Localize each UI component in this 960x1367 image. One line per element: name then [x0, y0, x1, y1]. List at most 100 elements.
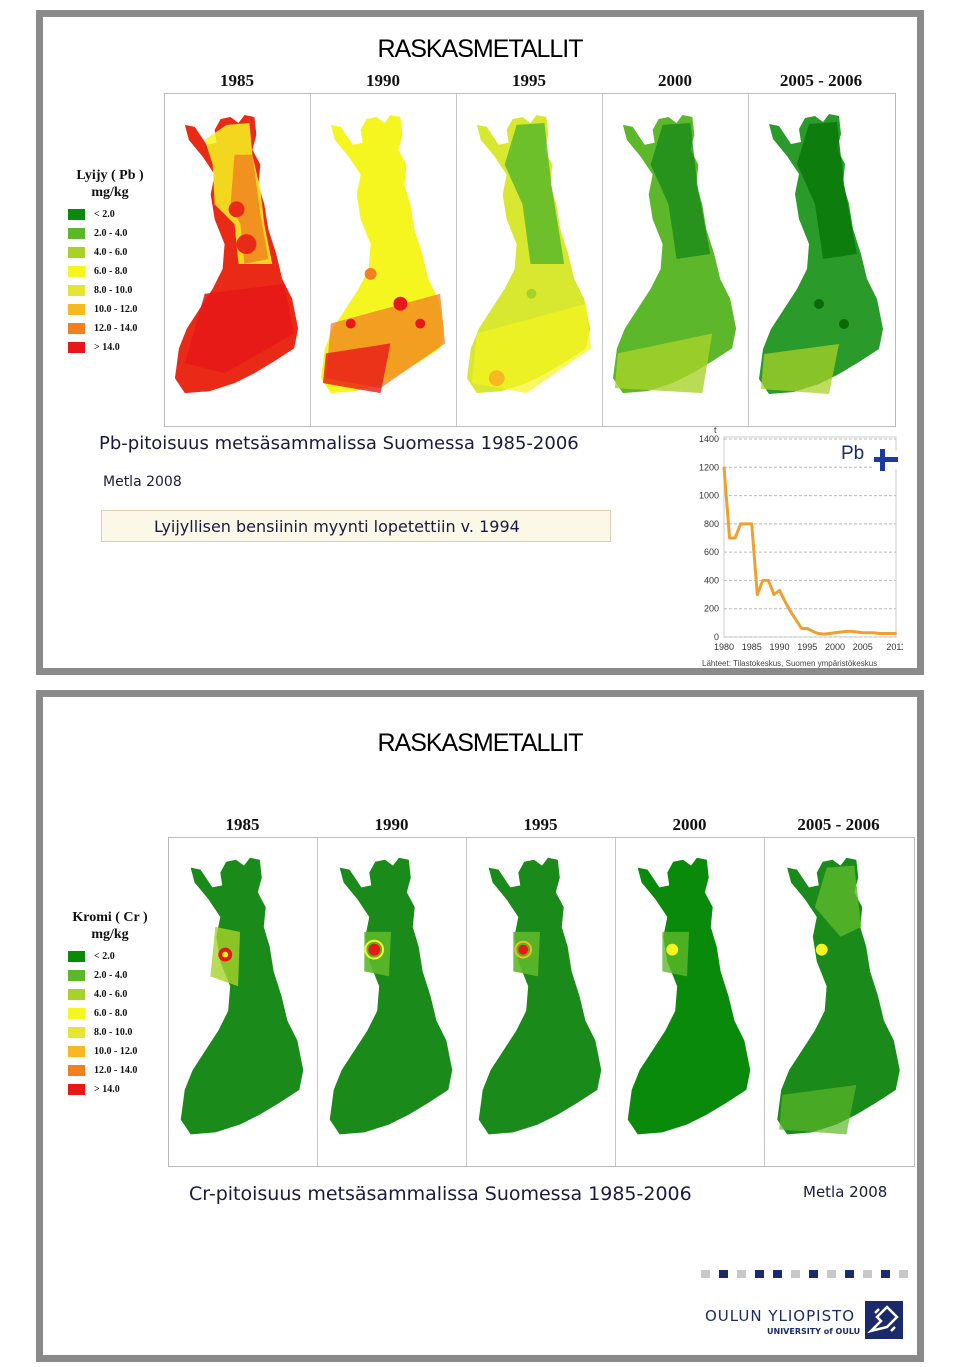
year-label: 1990: [366, 71, 400, 90]
legend-label: 8.0 - 10.0: [94, 1027, 133, 1038]
cr-map-2000: [616, 838, 765, 1166]
chart-x-tick-label: 2005: [853, 642, 873, 652]
chart-data-point: [778, 589, 781, 592]
chart-y-tick-label: 600: [704, 547, 719, 557]
chart-x-tick-label: 2011: [886, 642, 903, 652]
pb-caption: Pb-pitoisuus metsäsammalissa Suomessa 19…: [99, 433, 579, 454]
year-label: 1985: [225, 815, 260, 834]
cr-caption: Cr-pitoisuus metsäsammalissa Suomessa 19…: [189, 1183, 692, 1205]
legend-label: 2.0 - 4.0: [94, 970, 128, 981]
finnish-flag-icon: [880, 449, 885, 471]
pb-emissions-chart: 0 200 400 600 800 1000 1200 1400 1980 1985 1990 199…: [699, 425, 903, 668]
legend-swatch: [68, 1084, 85, 1095]
legend-row: > 14.0: [68, 1080, 152, 1099]
chart-data-point: [750, 522, 753, 525]
legend-row: 10.0 - 12.0: [68, 300, 152, 319]
chart-data-point: [811, 630, 814, 633]
slide-title: RASKASMETALLIT: [377, 729, 583, 757]
legend-swatch: [68, 247, 85, 258]
chart-y-tick-label: 800: [704, 519, 719, 529]
legend-row: 6.0 - 8.0: [68, 262, 152, 281]
legend-row: 4.0 - 6.0: [68, 243, 152, 262]
legend-label: < 2.0: [94, 209, 115, 220]
chart-title: Pb: [841, 443, 864, 464]
finnish-flag-icon: [874, 457, 898, 462]
chart-data-point: [817, 632, 820, 635]
legend-swatch: [68, 285, 85, 296]
legend-swatch: [68, 970, 85, 981]
chart-y-tick-label: 1200: [699, 462, 719, 472]
legend-title: Lyijy ( Pb ): [76, 168, 144, 183]
slide-title: RASKASMETALLIT: [377, 35, 583, 63]
legend-row: 8.0 - 10.0: [68, 281, 152, 300]
chart-y-tick-label: 0: [714, 632, 719, 642]
logo-name: OULUN YLIOPISTO: [705, 1307, 856, 1325]
legend-swatch: [68, 989, 85, 1000]
chart-data-point: [795, 619, 798, 622]
chart-data-point: [728, 537, 731, 539]
chart-data-point: [878, 632, 881, 635]
chart-y-axis-label: t: [714, 425, 717, 435]
chart-data-point: [828, 632, 831, 635]
legend-label: 4.0 - 6.0: [94, 247, 128, 258]
legend-label: > 14.0: [94, 342, 120, 353]
pb-map-1985: [165, 94, 311, 426]
pb-map-2000: [603, 94, 749, 426]
legend-swatch: [68, 228, 85, 239]
legend-label: 8.0 - 10.0: [94, 285, 133, 296]
legend-row: 12.0 - 14.0: [68, 1061, 152, 1080]
chart-x-tick-label: 1995: [797, 642, 817, 652]
slide-chromium: RASKASMETALLIT 1985 1990 1995 2000 2005 …: [36, 690, 924, 1362]
legend-swatch: [68, 1046, 85, 1057]
legend-label: 4.0 - 6.0: [94, 989, 128, 1000]
chart-data-point: [723, 466, 725, 469]
cr-maps-panel: [168, 837, 915, 1167]
year-label: 2005 - 2006: [797, 815, 880, 834]
year-label: 1985: [220, 71, 254, 90]
chart-data-point: [734, 537, 737, 539]
chart-data-point: [872, 631, 875, 634]
pb-maps-panel: [164, 93, 896, 427]
legend-label: 10.0 - 12.0: [94, 304, 138, 315]
legend-swatch: [68, 209, 85, 220]
university-logo: OULUN YLIOPISTO UNIVERSITY of OULU: [705, 1301, 915, 1345]
cr-legend: Kromi ( Cr ) mg/kg < 2.0 2.0 - 4.0 4.0 -…: [68, 909, 152, 1099]
legend-label: > 14.0: [94, 1084, 120, 1095]
chart-x-tick-label: 2000: [825, 642, 845, 652]
legend-label: 6.0 - 8.0: [94, 1008, 128, 1019]
chart-data-point: [839, 631, 842, 634]
year-labels: 1985 1990 1995 2000 2005 - 2006: [164, 71, 900, 91]
chart-data-point: [761, 579, 764, 582]
chart-data-point: [756, 593, 759, 596]
chart-data-point: [861, 631, 864, 634]
year-label: 2005 - 2006: [779, 71, 863, 90]
pb-source: Metla 2008: [103, 474, 182, 490]
legend-label: 2.0 - 4.0: [94, 228, 128, 239]
year-label: 2000: [658, 71, 692, 90]
chart-data-point: [883, 632, 886, 635]
legend-row: 2.0 - 4.0: [68, 966, 152, 985]
legend-row: 6.0 - 8.0: [68, 1004, 152, 1023]
legend-row: 8.0 - 10.0: [68, 1023, 152, 1042]
chart-y-tick-label: 200: [704, 604, 719, 614]
year-label: 1990: [374, 815, 409, 834]
legend-row: < 2.0: [68, 205, 152, 224]
chart-data-point: [822, 633, 825, 636]
chart-data-point: [784, 600, 787, 603]
year-label: 1995: [523, 815, 558, 834]
logo-subtitle: UNIVERSITY of OULU: [767, 1327, 861, 1336]
legend-swatch: [68, 1008, 85, 1019]
legend-label: 10.0 - 12.0: [94, 1046, 138, 1057]
chart-x-tick-label: 1990: [769, 642, 789, 652]
pb-map-2005-2006: [749, 94, 895, 426]
legend-swatch: [68, 342, 85, 353]
university-emblem-icon: [865, 1301, 903, 1339]
cr-map-1995: [467, 838, 616, 1166]
legend-row: < 2.0: [68, 947, 152, 966]
chart-data-point: [739, 522, 742, 525]
legend-swatch: [68, 266, 85, 277]
chart-x-tick-label: 1985: [742, 642, 762, 652]
leaded-petrol-note: Lyijyllisen bensiinin myynti lopetettiin…: [101, 510, 611, 542]
pb-map-1990: [311, 94, 457, 426]
chart-data-point: [845, 630, 848, 633]
